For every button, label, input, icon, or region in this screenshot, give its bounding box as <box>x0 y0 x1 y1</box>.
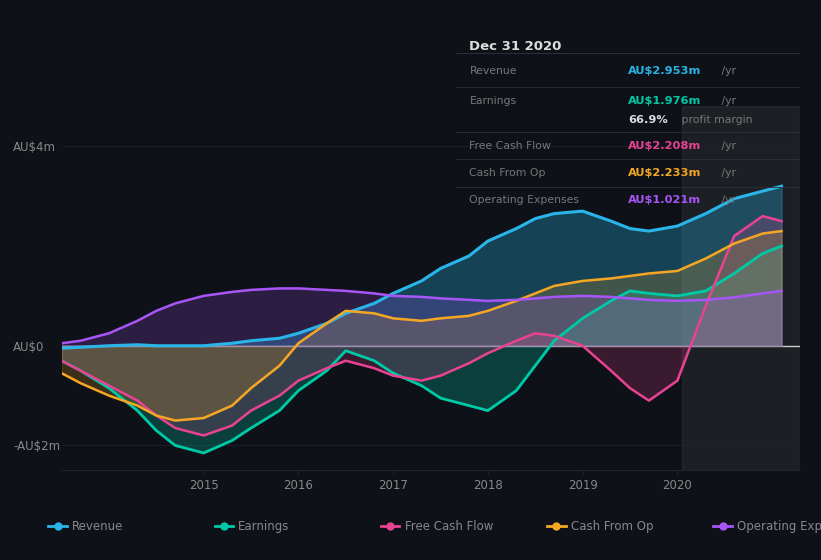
Text: Cash From Op: Cash From Op <box>571 520 654 533</box>
Text: Operating Expenses: Operating Expenses <box>470 195 580 206</box>
Text: Revenue: Revenue <box>470 66 517 76</box>
Text: /yr: /yr <box>718 195 736 206</box>
Text: AU$1.976m: AU$1.976m <box>628 96 701 105</box>
Text: Earnings: Earnings <box>238 520 290 533</box>
Text: Free Cash Flow: Free Cash Flow <box>405 520 493 533</box>
Text: AU$2.208m: AU$2.208m <box>628 141 701 151</box>
Text: Earnings: Earnings <box>470 96 516 105</box>
Text: /yr: /yr <box>718 168 736 178</box>
Text: /yr: /yr <box>718 96 736 105</box>
Text: Free Cash Flow: Free Cash Flow <box>470 141 552 151</box>
Text: 66.9%: 66.9% <box>628 115 667 125</box>
Text: profit margin: profit margin <box>678 115 753 125</box>
Text: AU$1.021m: AU$1.021m <box>628 195 701 206</box>
Text: AU$2.953m: AU$2.953m <box>628 66 701 76</box>
Text: Revenue: Revenue <box>72 520 123 533</box>
Text: Dec 31 2020: Dec 31 2020 <box>470 40 562 53</box>
Text: Operating Expenses: Operating Expenses <box>737 520 821 533</box>
Text: /yr: /yr <box>718 141 736 151</box>
Text: AU$2.233m: AU$2.233m <box>628 168 701 178</box>
Text: /yr: /yr <box>718 66 736 76</box>
Text: Cash From Op: Cash From Op <box>470 168 546 178</box>
Bar <box>682 106 800 470</box>
